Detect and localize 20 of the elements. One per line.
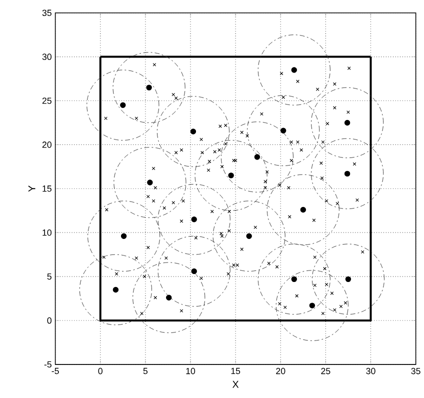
- x-tick-label: 10: [186, 368, 196, 374]
- x-tick-label: 15: [231, 368, 240, 374]
- x-tick-label: 0: [98, 368, 102, 374]
- x-tick-label: 30: [366, 368, 376, 374]
- y-tick-label: 30: [42, 54, 52, 60]
- y-tick-label: 25: [42, 98, 52, 104]
- x-tick-label: -5: [52, 368, 59, 374]
- x-tick-label: 20: [276, 368, 286, 374]
- x-tick-label: 35: [411, 368, 420, 374]
- x-tick-label: 5: [143, 368, 148, 374]
- y-tick-label: 5: [47, 273, 52, 280]
- y-axis-title: Y: [28, 186, 36, 192]
- y-tick-label: 20: [42, 142, 52, 148]
- y-tick-label: 0: [47, 317, 52, 324]
- y-tick-label: 15: [42, 186, 52, 192]
- y-tick-label: -5: [44, 361, 52, 368]
- x-axis-title: X: [232, 380, 239, 388]
- y-tick-label: 35: [42, 10, 52, 16]
- y-tick-label: 10: [42, 229, 52, 236]
- x-tick-label: 25: [321, 368, 330, 374]
